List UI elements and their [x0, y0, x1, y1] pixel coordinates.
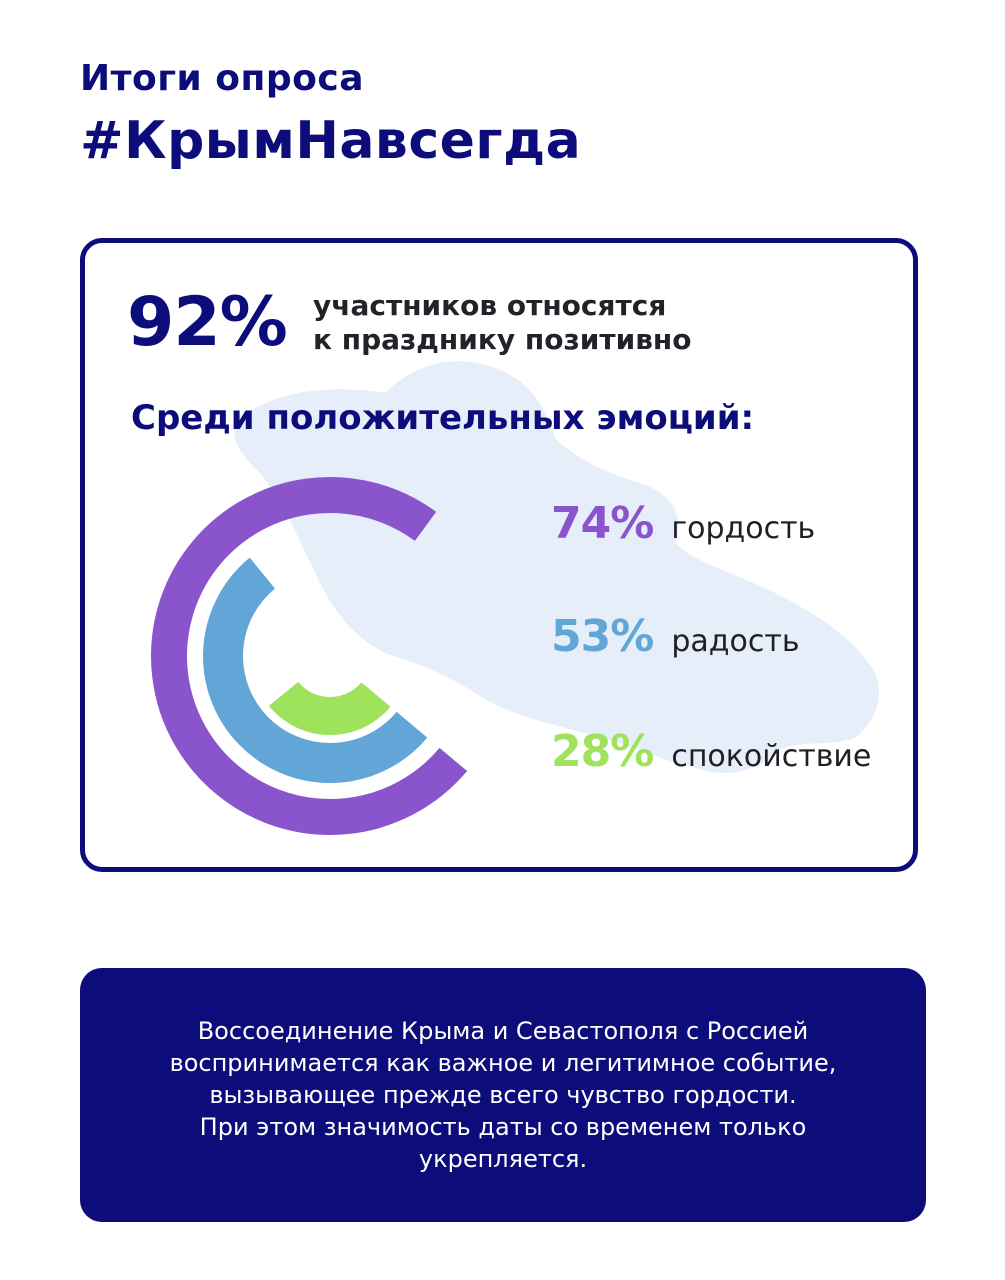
note-line: При этом значимость даты со временем тол… [199, 1113, 807, 1141]
note-line: Воссоединение Крыма и Севастополя с Росс… [197, 1017, 809, 1045]
map-shape [234, 361, 879, 773]
legend-percent: 28% [551, 726, 654, 777]
legend-item-гордость: 74% гордость [551, 498, 815, 549]
summary-note: Воссоединение Крыма и Севастополя с Росс… [80, 968, 926, 1222]
legend-label: спокойствие [671, 739, 872, 774]
note-line: укрепляется. [418, 1145, 588, 1173]
page-title: #КрымНавсегда [80, 111, 582, 171]
radial-bar-радость [203, 557, 428, 783]
emotions-radial-chart [151, 477, 468, 835]
legend-item-спокойствие: 28% спокойствие [551, 726, 871, 777]
headline-caption-line-1: участников относятся [313, 289, 667, 322]
page-subtitle: Итоги опроса [80, 58, 365, 99]
legend-item-радость: 53% радость [551, 611, 800, 662]
header: Итоги опроса #КрымНавсегда [80, 58, 581, 171]
legend-label: гордость [671, 511, 816, 546]
survey-results-card: 92% участников относятся к празднику поз… [80, 238, 918, 872]
radial-bar-спокойствие [268, 681, 391, 735]
legend-label: радость [671, 624, 800, 659]
section-heading: Среди положительных эмоций: [131, 398, 755, 438]
headline-caption: участников относятся к празднику позитив… [313, 289, 783, 357]
radial-bar-гордость [151, 477, 468, 835]
headline-caption-line-2: к празднику позитивно [313, 323, 692, 356]
legend-percent: 53% [551, 611, 654, 662]
note-line: воспринимается как важное и легитимное с… [169, 1049, 837, 1077]
note-line: вызывающее прежде всего чувство гордости… [209, 1081, 797, 1109]
legend-percent: 74% [551, 498, 654, 549]
crimea-map-background [234, 361, 879, 773]
headline-percent: 92% [127, 283, 288, 362]
